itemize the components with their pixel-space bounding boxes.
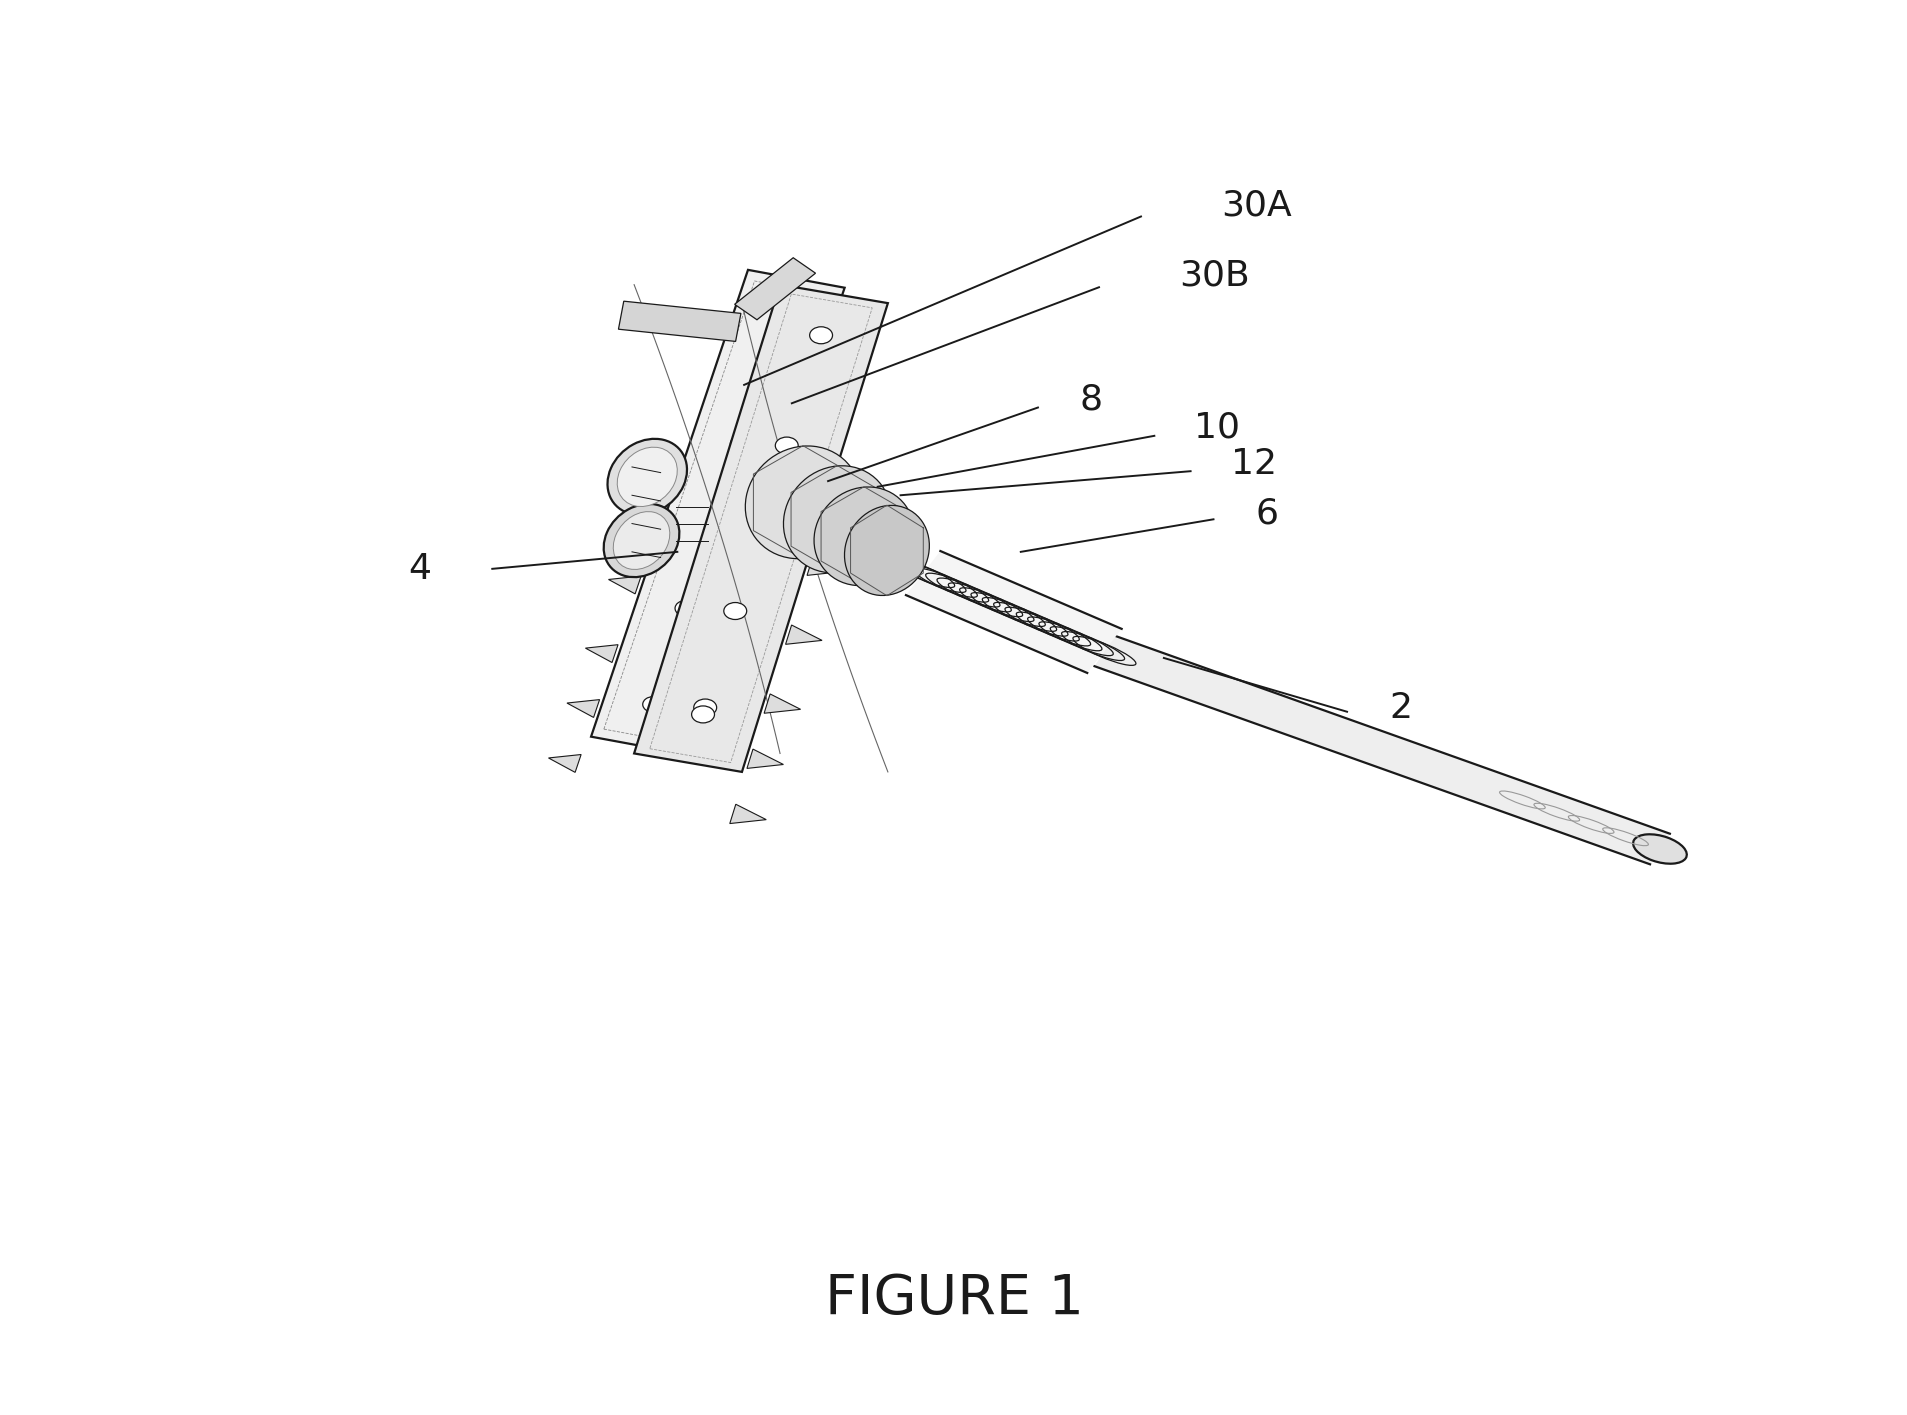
Text: 30B: 30B [1179,259,1249,293]
Circle shape [723,603,746,620]
Text: 10: 10 [1194,410,1240,444]
Polygon shape [631,508,664,525]
Polygon shape [786,625,822,644]
Circle shape [675,600,696,616]
Polygon shape [734,258,814,320]
Polygon shape [585,645,618,662]
Circle shape [694,699,717,716]
Polygon shape [763,693,801,713]
Circle shape [690,706,713,723]
Circle shape [809,327,831,344]
Polygon shape [807,556,843,576]
Text: 6: 6 [1255,497,1278,531]
Ellipse shape [612,512,669,569]
Polygon shape [728,804,767,824]
Polygon shape [633,284,887,773]
Ellipse shape [1632,835,1686,863]
Ellipse shape [814,487,913,586]
Ellipse shape [603,504,679,577]
Polygon shape [591,270,845,754]
Text: 30A: 30A [1220,188,1291,222]
Text: FIGURE 1: FIGURE 1 [824,1272,1083,1326]
Text: 8: 8 [1079,382,1102,416]
Ellipse shape [784,466,891,573]
Text: 12: 12 [1230,447,1276,481]
Polygon shape [608,576,641,594]
Text: 4: 4 [408,552,431,586]
Circle shape [767,325,788,341]
Circle shape [774,437,797,454]
Text: 2: 2 [1388,691,1411,724]
Ellipse shape [845,505,929,596]
Polygon shape [906,550,1121,674]
Polygon shape [566,699,599,717]
Circle shape [730,436,751,451]
Circle shape [643,696,664,712]
Ellipse shape [746,446,860,559]
Ellipse shape [606,439,687,515]
Ellipse shape [616,447,677,507]
Polygon shape [547,754,582,773]
Polygon shape [1095,635,1669,865]
Polygon shape [618,301,740,341]
Polygon shape [746,749,784,768]
